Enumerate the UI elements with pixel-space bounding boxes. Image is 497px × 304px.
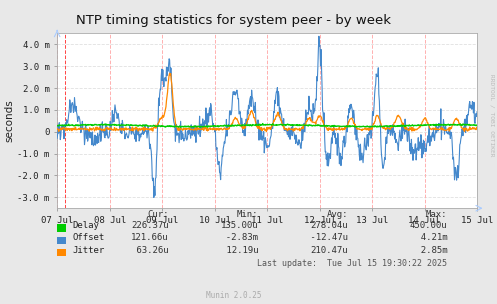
Text: 12.19u: 12.19u bbox=[221, 246, 258, 255]
Text: Cur:: Cur: bbox=[148, 210, 169, 219]
Text: 2.85m: 2.85m bbox=[410, 246, 447, 255]
Text: 121.66u: 121.66u bbox=[131, 233, 169, 243]
Text: Last update:  Tue Jul 15 19:30:22 2025: Last update: Tue Jul 15 19:30:22 2025 bbox=[257, 259, 447, 268]
Text: 210.47u: 210.47u bbox=[310, 246, 348, 255]
Text: 226.37u: 226.37u bbox=[131, 221, 169, 230]
Text: 450.00u: 450.00u bbox=[410, 221, 447, 230]
Text: 63.26u: 63.26u bbox=[131, 246, 169, 255]
Y-axis label: seconds: seconds bbox=[4, 99, 14, 142]
Text: -12.47u: -12.47u bbox=[305, 233, 348, 243]
Text: -2.83m: -2.83m bbox=[215, 233, 258, 243]
Text: Min:: Min: bbox=[237, 210, 258, 219]
Text: Munin 2.0.25: Munin 2.0.25 bbox=[206, 291, 261, 300]
Text: Delay: Delay bbox=[72, 221, 99, 230]
Text: 135.00u: 135.00u bbox=[221, 221, 258, 230]
Text: Offset: Offset bbox=[72, 233, 104, 243]
Text: RRDTOOL / TOBI OETIKER: RRDTOOL / TOBI OETIKER bbox=[490, 74, 495, 157]
Text: Jitter: Jitter bbox=[72, 246, 104, 255]
Text: NTP timing statistics for system peer - by week: NTP timing statistics for system peer - … bbox=[76, 14, 391, 27]
Text: 4.21m: 4.21m bbox=[410, 233, 447, 243]
Text: Avg:: Avg: bbox=[327, 210, 348, 219]
Text: 278.04u: 278.04u bbox=[310, 221, 348, 230]
Text: Max:: Max: bbox=[426, 210, 447, 219]
